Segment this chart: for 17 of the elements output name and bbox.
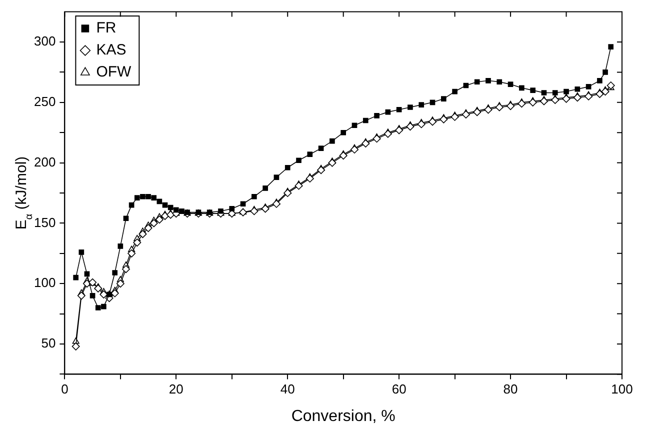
- x-tick-label: 100: [611, 381, 633, 396]
- x-tick-label: 40: [280, 381, 295, 396]
- legend-label: KAS: [96, 42, 126, 59]
- x-tick-label: 80: [503, 381, 518, 396]
- legend-label: FR: [96, 20, 116, 37]
- x-tick-label: 20: [168, 381, 184, 396]
- y-axis-title: Eα (kJ/mol): [13, 156, 35, 230]
- legend-label: OFW: [96, 64, 132, 81]
- y-tick-label: 50: [41, 336, 56, 351]
- y-tick-label: 150: [34, 214, 56, 230]
- y-tick-label: 250: [34, 94, 56, 109]
- x-tick-label: 60: [392, 381, 406, 396]
- y-tick-label: 100: [34, 275, 56, 290]
- x-tick-label: 0: [61, 381, 68, 396]
- y-tick-label: 200: [34, 154, 56, 170]
- x-axis-title: Conversion, %: [291, 408, 396, 425]
- y-tick-label: 300: [34, 34, 56, 49]
